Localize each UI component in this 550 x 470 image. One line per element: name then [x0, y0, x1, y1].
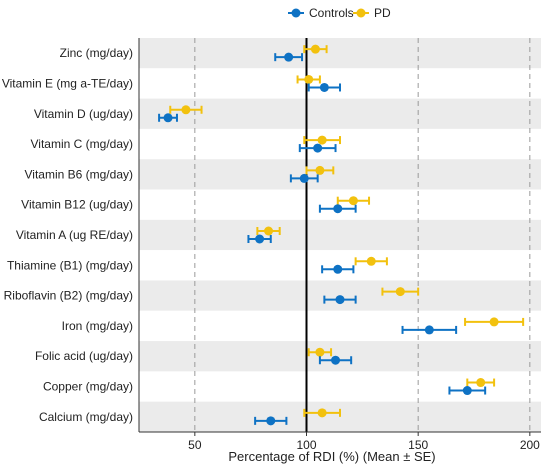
category-label: Vitamin E (mg a-TE/day): [2, 76, 133, 90]
row-band: [139, 98, 541, 129]
category-label: Thiamine (B1) (mg/day): [7, 258, 133, 272]
category-label: Vitamin B12 (ug/day): [21, 198, 133, 212]
x-tick-label: 150: [408, 438, 428, 452]
x-tick-label: 200: [520, 438, 540, 452]
data-point: [181, 105, 191, 115]
row-band: [139, 310, 541, 342]
row-band: [139, 371, 541, 402]
data-point: [163, 113, 173, 123]
data-point: [284, 52, 294, 62]
row-bands: [139, 38, 541, 432]
data-point: [333, 204, 343, 214]
data-point: [319, 82, 329, 92]
data-point: [476, 378, 486, 388]
data-point: [299, 173, 309, 183]
category-label: Vitamin C (mg/day): [31, 137, 133, 151]
legend-key-dot: [356, 8, 366, 18]
category-label: Folic acid (ug/day): [35, 349, 133, 363]
data-point: [331, 355, 341, 365]
category-label: Calcium (mg/day): [39, 410, 133, 424]
grid-lines: [194, 38, 531, 432]
data-point: [315, 347, 325, 357]
data-point: [313, 143, 323, 153]
legend-key-dot: [291, 8, 301, 18]
category-label: Copper (mg/day): [43, 380, 133, 394]
row-band: [139, 189, 541, 220]
data-point: [317, 135, 327, 145]
row-band: [139, 38, 541, 69]
category-label: Riboflavin (B2) (mg/day): [4, 289, 133, 303]
data-point: [424, 325, 434, 335]
data-point: [462, 386, 472, 396]
x-tick-label: 100: [296, 438, 316, 452]
x-axis-title: Percentage of RDI (%) (Mean ± SE): [228, 449, 435, 464]
category-label: Vitamin A (ug RE/day): [16, 228, 133, 242]
legend: Controls PD: [288, 6, 391, 20]
data-point: [333, 264, 343, 274]
row-band: [139, 250, 541, 281]
data-point: [366, 256, 376, 266]
data-point: [310, 44, 320, 54]
data-point: [304, 74, 314, 84]
category-label: Zinc (mg/day): [60, 46, 133, 60]
data-point: [335, 295, 345, 305]
legend-label: Controls: [309, 6, 354, 20]
x-tick-label: 50: [188, 438, 202, 452]
row-band: [139, 159, 541, 190]
data-point: [348, 196, 358, 206]
data-point: [317, 408, 327, 418]
x-axis: 50 100 150 200: [138, 38, 541, 452]
data-point: [255, 234, 265, 244]
category-label: Vitamin B6 (mg/day): [25, 167, 134, 181]
category-labels: Zinc (mg/day) Vitamin E (mg a-TE/day) Vita…: [2, 46, 133, 424]
data-point: [266, 416, 276, 426]
data-point: [315, 165, 325, 175]
row-band: [139, 341, 541, 372]
row-band: [139, 128, 541, 160]
data-marks: [158, 44, 525, 426]
row-band: [139, 219, 541, 251]
data-point: [489, 317, 499, 327]
data-point: [264, 226, 274, 236]
data-point: [395, 287, 405, 297]
category-label: Iron (mg/day): [62, 319, 133, 333]
category-label: Vitamin D (ug/day): [34, 107, 133, 121]
legend-label: PD: [374, 6, 391, 20]
